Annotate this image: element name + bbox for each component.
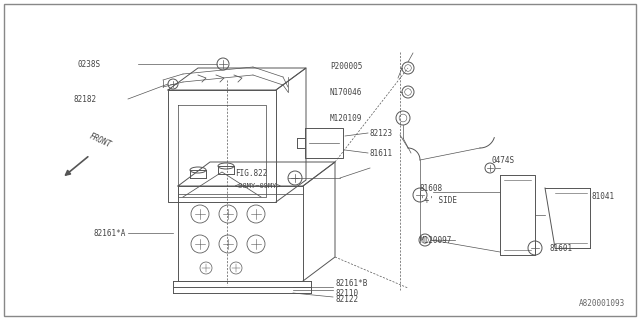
Text: 0238S: 0238S <box>78 60 101 68</box>
Text: 81041: 81041 <box>592 191 615 201</box>
Text: 82161*A: 82161*A <box>93 228 126 237</box>
Text: 82123: 82123 <box>369 129 392 138</box>
Text: 81611: 81611 <box>369 148 392 157</box>
Text: N170046: N170046 <box>330 87 362 97</box>
Text: <08MY~09MY>: <08MY~09MY> <box>235 183 282 189</box>
Text: FIG.822: FIG.822 <box>235 169 268 178</box>
Text: 82110: 82110 <box>335 289 358 298</box>
Text: M120097: M120097 <box>420 236 452 244</box>
Text: 81601: 81601 <box>550 244 573 252</box>
Text: 81608: 81608 <box>420 183 443 193</box>
Text: '+' SIDE: '+' SIDE <box>420 196 457 204</box>
Text: FRONT: FRONT <box>88 132 113 150</box>
Text: A820001093: A820001093 <box>579 299 625 308</box>
Text: 0474S: 0474S <box>492 156 515 164</box>
Text: M120109: M120109 <box>330 114 362 123</box>
Text: 82161*B: 82161*B <box>335 279 367 289</box>
Text: 82122: 82122 <box>335 294 358 303</box>
Text: P200005: P200005 <box>330 61 362 70</box>
Text: 82182: 82182 <box>73 94 96 103</box>
